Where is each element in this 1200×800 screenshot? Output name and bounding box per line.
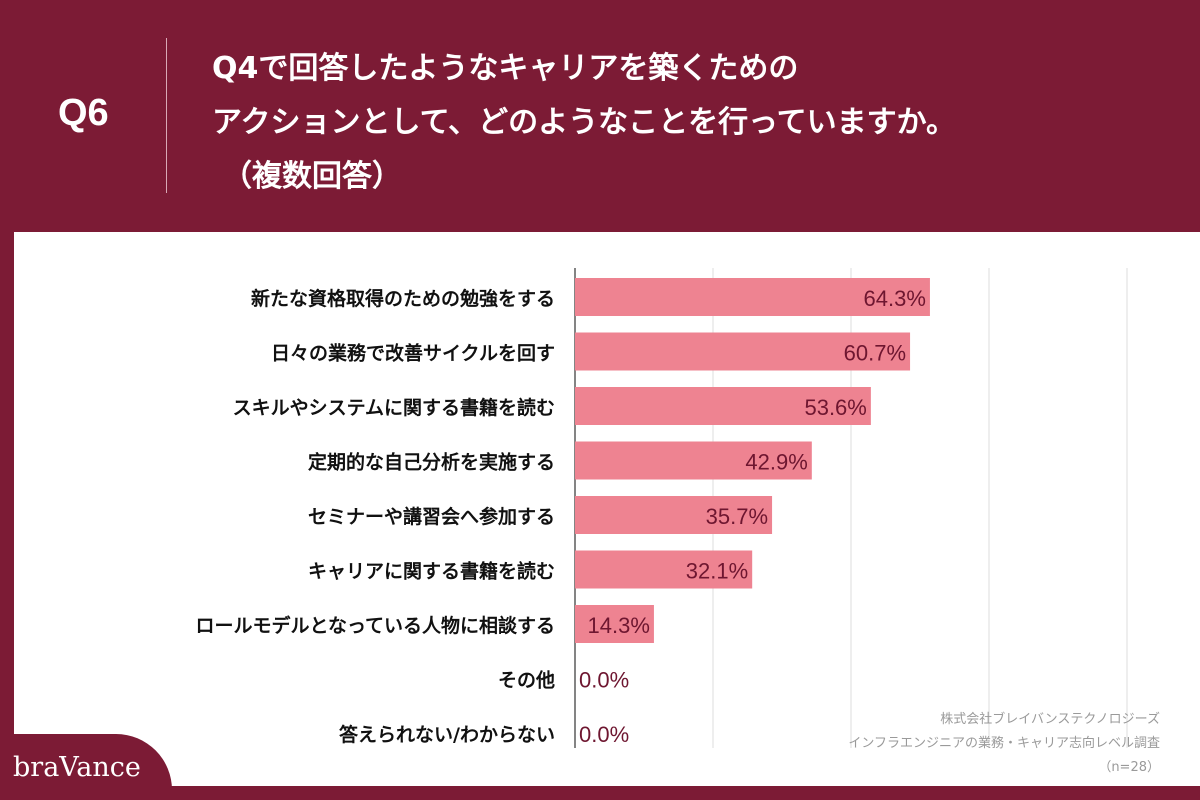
category-label: 答えられない/わからない (339, 723, 555, 746)
value-label: 53.6% (804, 395, 866, 420)
bar (575, 550, 753, 589)
category-label: その他 (498, 669, 555, 692)
category-label: 定期的な自己分析を実施する (308, 451, 555, 474)
category-label: スキルやシステムに関する書籍を読む (233, 396, 555, 419)
question-title-line-1: Q4で回答したようなキャリアを築くための (212, 51, 799, 86)
source-survey: インフラエンジニアの業務・キャリア志向レベル調査 (848, 736, 1160, 751)
question-title: Q4で回答したようなキャリアを築くための アクションとして、どのようなことを行っ… (212, 42, 1172, 204)
brand-tab (0, 734, 172, 800)
value-label: 0.0% (579, 668, 629, 693)
question-number: Q6 (58, 92, 109, 134)
brand-logo: braVance (13, 752, 141, 783)
bar (575, 278, 930, 316)
value-label: 32.1% (686, 559, 748, 584)
bar (575, 496, 773, 534)
value-label: 14.3% (588, 613, 650, 638)
source-sample: （n=28） (1098, 760, 1160, 775)
value-label: 64.3% (864, 286, 926, 311)
category-label: ロールモデルとなっている人物に相談する (196, 614, 555, 637)
category-label: 日々の業務で改善サイクルを回す (271, 342, 555, 365)
source-note: 株式会社ブレイバンステクノロジーズ インフラエンジニアの業務・キャリア志向レベル… (740, 708, 1160, 780)
category-label: 新たな資格取得のための勉強をする (251, 287, 555, 310)
value-label: 35.7% (706, 504, 768, 529)
header-divider (166, 38, 167, 193)
category-label: キャリアに関する書籍を読む (308, 560, 555, 583)
value-label: 0.0% (579, 722, 629, 747)
category-label: セミナーや講習会へ参加する (308, 505, 555, 528)
question-title-line-3: （複数回答） (222, 159, 402, 194)
bar (575, 605, 654, 643)
value-label: 60.7% (844, 341, 906, 366)
source-company: 株式会社ブレイバンステクノロジーズ (940, 712, 1160, 727)
value-label: 42.9% (745, 450, 807, 475)
bar (575, 332, 911, 371)
header: Q6 Q4で回答したようなキャリアを築くための アクションとして、どのようなこと… (0, 0, 1200, 230)
bar (575, 387, 871, 425)
question-title-line-2: アクションとして、どのようなことを行っていますか。 (212, 105, 956, 140)
bar (575, 441, 812, 480)
